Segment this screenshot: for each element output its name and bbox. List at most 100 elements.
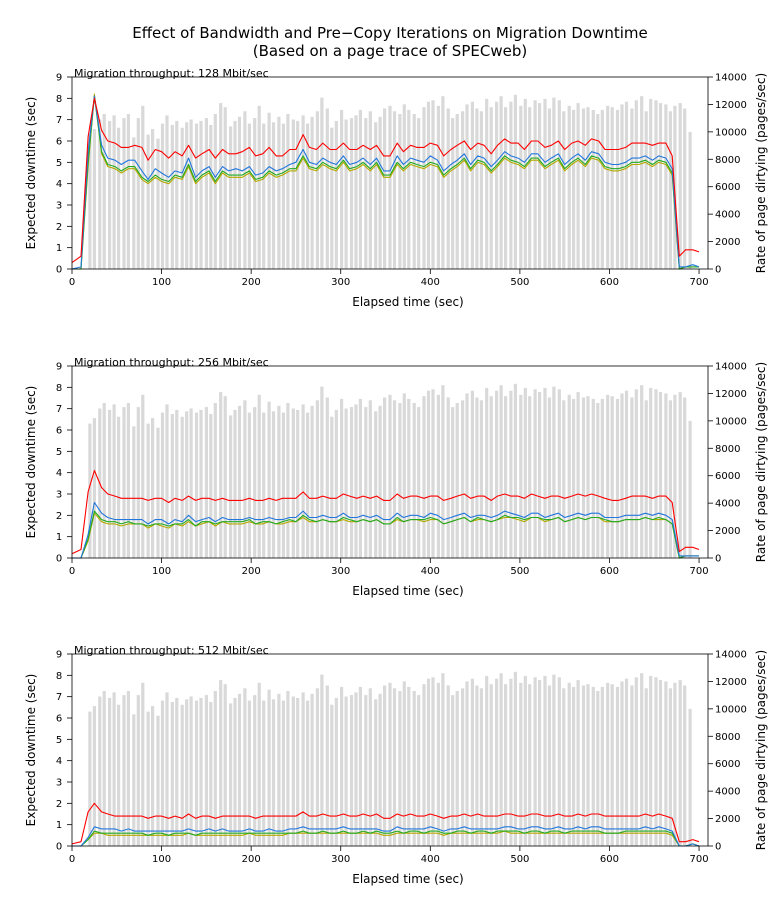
x-tick-label: 200 (242, 566, 261, 577)
dirty-rate-bar (358, 109, 362, 270)
dirty-rate-bar (320, 97, 324, 269)
dirty-rate-bar (310, 693, 314, 846)
dirty-rate-bar (600, 109, 604, 270)
dirty-rate-bar (402, 681, 406, 846)
dirty-rate-bar (136, 407, 140, 558)
dirty-rate-bar (349, 407, 354, 558)
dirty-rate-bar (658, 392, 663, 558)
y2-axis-label: Rate of page dirtying (pages/sec) (754, 362, 768, 562)
y2-tick-label: 10000 (715, 127, 747, 138)
dirty-rate-bar (519, 682, 523, 846)
dirty-rate-bar (102, 403, 106, 558)
dirty-rate-bar (630, 108, 634, 269)
dirty-rate-bar (180, 704, 184, 846)
y2-tick-label: 10000 (715, 416, 747, 427)
dirty-rate-bar (485, 387, 489, 558)
dirty-rate-bar (219, 680, 223, 846)
dirty-rate-bar (170, 414, 174, 558)
y-tick-label: 1 (56, 820, 62, 831)
dirty-rate-bar (223, 107, 227, 269)
dirty-rate-bar (141, 105, 145, 269)
y2-tick-label: 4000 (715, 499, 740, 510)
dirty-rate-bar (586, 107, 590, 269)
x-tick-label: 600 (600, 854, 619, 865)
dirty-rate-bar (320, 386, 324, 558)
dirty-rate-bar (402, 104, 406, 270)
dirty-rate-bar (499, 673, 503, 846)
dirty-rate-bar (634, 100, 638, 269)
dirty-rate-bar (325, 397, 329, 558)
downtime-line-series-4 (72, 93, 699, 270)
y-axis-label: Expected downtime (sec) (24, 674, 38, 827)
dirty-rate-bars (88, 671, 692, 846)
dirty-rate-bar (146, 423, 150, 558)
dirty-rate-bar (310, 405, 314, 558)
dirty-rate-bar (219, 392, 223, 558)
y-tick-label: 8 (56, 94, 62, 105)
y2-tick-label: 14000 (715, 73, 747, 84)
dirty-rate-bar (330, 416, 334, 558)
dirty-rate-bar (504, 684, 508, 846)
dirty-rate-bar (354, 692, 358, 846)
dirty-rate-bar (117, 416, 121, 558)
dirty-rate-bar (334, 120, 338, 270)
dirty-rate-bar (358, 686, 362, 846)
dirty-rate-bar (654, 389, 658, 558)
x-tick-label: 700 (689, 566, 708, 577)
dirty-rate-bar (455, 691, 459, 846)
dirty-rate-bar (538, 680, 542, 846)
dirty-rate-bar (557, 677, 561, 846)
dirty-rate-bar (291, 119, 295, 269)
dirty-rate-bar (567, 682, 571, 846)
dirty-rate-bar (552, 97, 556, 269)
y2-tick-label: 8000 (715, 444, 740, 455)
dirty-rate-bar (286, 691, 290, 846)
dirty-rate-bar (98, 696, 102, 846)
dirty-rate-bar (649, 387, 653, 558)
dirty-rate-bar (340, 109, 344, 270)
dirty-rate-bar (620, 393, 624, 558)
dirty-rate-bar (296, 697, 300, 846)
y-tick-label: 5 (56, 447, 62, 458)
x-axis-label: Elapsed time (sec) (352, 872, 463, 886)
dirty-rate-bar (267, 401, 271, 558)
y-tick-label: 7 (56, 404, 62, 415)
x-tick-label: 0 (69, 277, 75, 288)
plot-frame (71, 653, 709, 847)
dirty-rate-bar (315, 111, 319, 269)
y2-tick-label: 14000 (715, 362, 747, 373)
x-tick-label: 200 (242, 277, 261, 288)
dirty-rate-bar (688, 420, 692, 558)
dirty-rate-bar (156, 427, 160, 558)
dirty-rate-bar (349, 695, 354, 846)
dirty-rate-bar (513, 94, 517, 269)
dirty-rate-bar (160, 412, 165, 558)
dirty-rate-bar (567, 105, 571, 269)
downtime-line-series-1 (71, 469, 700, 555)
dirty-rate-bar (446, 685, 450, 846)
dirty-rate-bar (262, 123, 266, 269)
dirty-rate-bar (151, 418, 155, 558)
x-tick-label: 500 (510, 277, 529, 288)
dirty-rate-bar (392, 111, 397, 269)
dirty-rate-bar (649, 98, 653, 270)
dirty-rate-bar (600, 686, 604, 846)
y2-tick-label: 4000 (715, 210, 740, 221)
dirty-rate-bar (156, 138, 160, 269)
dirty-rate-bar (398, 403, 402, 558)
dirty-rate-bar (509, 101, 513, 269)
dirty-rate-bar (271, 699, 276, 846)
dirty-rate-bar (374, 699, 378, 846)
dirty-rate-bar (132, 714, 136, 846)
dirty-rate-bar (271, 411, 276, 558)
dirty-rate-bar (141, 682, 145, 846)
dirty-rate-bar (451, 118, 455, 269)
dirty-rate-bar (634, 677, 638, 846)
dirty-rate-bar (610, 107, 614, 269)
y2-tick-label: 2000 (715, 814, 740, 825)
dirty-rate-bar (102, 691, 106, 846)
dirty-rate-bar (630, 397, 634, 558)
dirty-rate-bar (340, 686, 344, 846)
dirty-rate-bar (436, 105, 440, 269)
x-tick-label: 500 (510, 854, 529, 865)
